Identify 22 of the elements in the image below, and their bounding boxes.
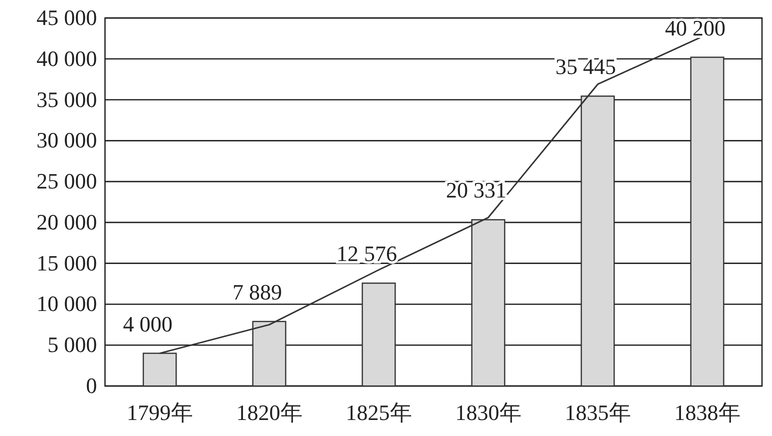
ytick: 0 xyxy=(86,373,97,398)
ytick: 10 000 xyxy=(36,291,97,316)
data-label: 7 889 xyxy=(232,279,282,304)
data-label: 12 576 xyxy=(336,241,397,266)
ytick: 25 000 xyxy=(36,168,97,194)
ytick: 40 000 xyxy=(36,46,97,71)
ytick: 20 000 xyxy=(36,209,97,234)
ytick: 15 000 xyxy=(36,250,97,276)
data-label: 20 331 xyxy=(446,178,506,203)
xtick: 1825年 xyxy=(346,400,412,425)
data-label: 40 200 xyxy=(665,15,726,40)
xtick: 1835年 xyxy=(564,400,631,425)
data-label: 35 445 xyxy=(556,54,616,80)
ytick: 35 000 xyxy=(36,86,97,112)
xtick: 1838年 xyxy=(674,400,740,425)
xtick: 1830年 xyxy=(455,400,522,425)
ytick: 30 000 xyxy=(36,128,97,153)
ytick: 45 000 xyxy=(36,5,97,30)
xtick: 1799年 xyxy=(126,400,193,425)
xtick: 1820年 xyxy=(236,400,302,425)
data-label: 4 000 xyxy=(123,311,172,336)
ytick: 5 000 xyxy=(48,332,97,358)
